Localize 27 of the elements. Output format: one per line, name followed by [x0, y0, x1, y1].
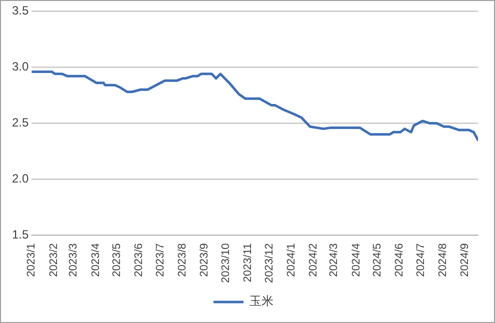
x-tick-label: 2023/7 — [154, 243, 167, 277]
y-tick-label: 2.0 — [12, 172, 29, 186]
x-tick-label: 2023/10 — [220, 243, 232, 284]
x-tick-label: 2024/3 — [328, 243, 340, 277]
x-tick-label: 2023/6 — [133, 243, 146, 277]
x-tick-label: 2023/11 — [242, 243, 254, 282]
x-tick-label: 2023/3 — [68, 243, 80, 277]
x-tick-label: 2024/8 — [437, 243, 450, 277]
x-tick-label: 2023/1 — [26, 243, 38, 277]
x-tick-label: 2024/7 — [415, 243, 428, 277]
x-tick-label: 2024/4 — [350, 243, 362, 277]
y-tick-label: 1.5 — [12, 228, 29, 242]
x-tick-label: 2024/6 — [394, 243, 406, 277]
x-tick-label: 2024/5 — [372, 243, 384, 277]
x-tick-label: 2024/2 — [308, 243, 320, 277]
y-tick-label: 3.0 — [12, 60, 29, 74]
y-tick-label: 3.5 — [12, 4, 29, 18]
x-tick-label: 2024/1 — [286, 243, 298, 277]
x-tick-label: 2023/4 — [90, 243, 102, 277]
y-tick-label: 2.5 — [12, 116, 29, 130]
x-tick-label: 2024/9 — [459, 243, 472, 277]
x-tick-label: 2023/5 — [111, 243, 124, 277]
x-tick-label: 2023/8 — [176, 243, 189, 277]
x-tick-label: 2023/9 — [198, 243, 211, 277]
x-tick-label: 2023/2 — [48, 243, 60, 277]
x-tick-label: 2023/12 — [263, 243, 276, 284]
legend-label: 玉米 — [250, 294, 274, 308]
